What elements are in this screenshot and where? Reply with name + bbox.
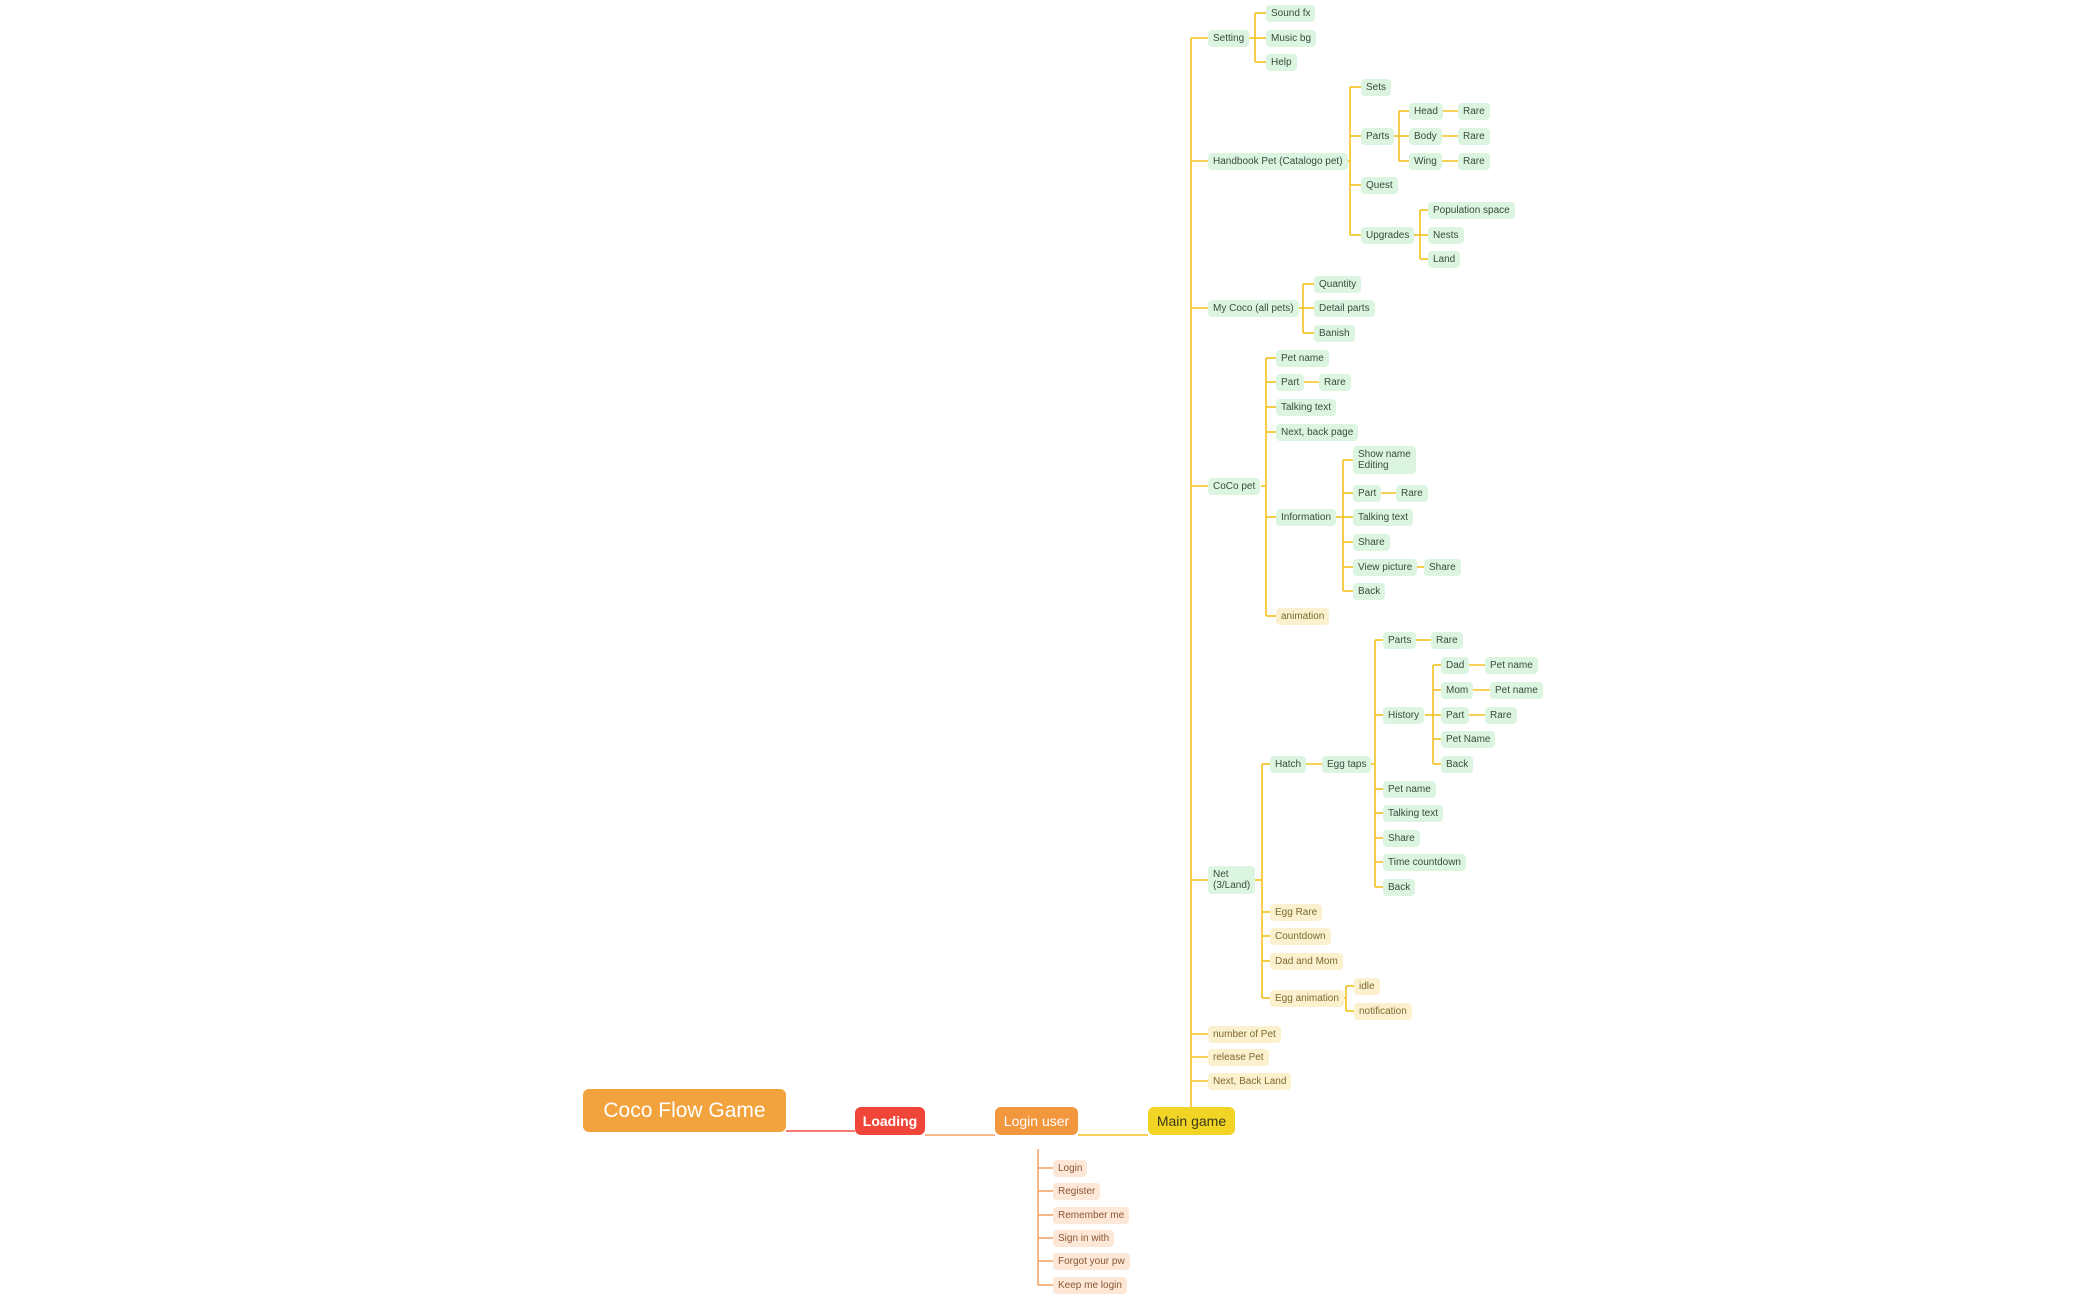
- dad-pet-name-node[interactable]: Pet name: [1485, 656, 1538, 674]
- mom-node[interactable]: Mom: [1441, 681, 1474, 699]
- nests-node[interactable]: Nests: [1428, 226, 1464, 244]
- forgot-pw-item[interactable]: Forgot your pw: [1053, 1252, 1130, 1270]
- history-back-node[interactable]: Back: [1441, 755, 1474, 773]
- detail-parts-node[interactable]: Detail parts: [1314, 299, 1375, 317]
- history-part-node[interactable]: Part: [1441, 706, 1470, 724]
- quest-node[interactable]: Quest: [1361, 176, 1398, 194]
- population-space-node[interactable]: Population space: [1428, 201, 1515, 219]
- history-pet-name-node[interactable]: Pet Name: [1441, 730, 1496, 748]
- connector-lines: [786, 12, 1490, 1286]
- wing-node[interactable]: Wing: [1409, 152, 1442, 170]
- dad-and-mom-node[interactable]: Dad and Mom: [1270, 952, 1343, 970]
- net-node[interactable]: Net (3/Land): [1208, 866, 1256, 894]
- login-user-node[interactable]: Login user: [995, 1107, 1078, 1135]
- body-rare-node[interactable]: Rare: [1458, 127, 1490, 145]
- head-node[interactable]: Head: [1409, 102, 1443, 120]
- dad-node[interactable]: Dad: [1441, 656, 1470, 674]
- egg-share-node[interactable]: Share: [1383, 829, 1420, 847]
- coco-talking-text-node[interactable]: Talking text: [1276, 398, 1337, 416]
- egg-back-node[interactable]: Back: [1383, 878, 1416, 896]
- next-back-land-node[interactable]: Next, Back Land: [1208, 1072, 1292, 1090]
- keep-me-login-item[interactable]: Keep me login: [1053, 1276, 1127, 1294]
- animation-node[interactable]: animation: [1276, 607, 1330, 625]
- head-rare-node[interactable]: Rare: [1458, 102, 1490, 120]
- hatch-node[interactable]: Hatch: [1270, 755, 1307, 773]
- sound-fx-node[interactable]: Sound fx: [1266, 4, 1316, 22]
- land-node[interactable]: Land: [1428, 250, 1461, 268]
- body-node[interactable]: Body: [1409, 127, 1442, 145]
- remember-me-item[interactable]: Remember me: [1053, 1206, 1130, 1224]
- coco-next-back-page-node[interactable]: Next, back page: [1276, 423, 1359, 441]
- parts-node[interactable]: Parts: [1361, 127, 1395, 145]
- music-bg-node[interactable]: Music bg: [1266, 29, 1317, 47]
- egg-taps-node[interactable]: Egg taps: [1322, 755, 1372, 773]
- hatch-parts-node[interactable]: Parts: [1383, 631, 1417, 649]
- view-picture-share-node[interactable]: Share: [1424, 558, 1461, 576]
- info-share-node[interactable]: Share: [1353, 533, 1390, 551]
- egg-talking-text-node[interactable]: Talking text: [1383, 804, 1444, 822]
- time-countdown-node[interactable]: Time countdown: [1383, 853, 1466, 871]
- info-talking-text-node[interactable]: Talking text: [1353, 508, 1414, 526]
- hatch-parts-rare-node[interactable]: Rare: [1431, 631, 1463, 649]
- countdown-node[interactable]: Countdown: [1270, 927, 1331, 945]
- info-part-rare-node[interactable]: Rare: [1396, 484, 1428, 502]
- setting-node[interactable]: Setting: [1208, 29, 1250, 47]
- sign-in-with-item[interactable]: Sign in with: [1053, 1229, 1115, 1247]
- sets-node[interactable]: Sets: [1361, 78, 1392, 96]
- wing-rare-node[interactable]: Rare: [1458, 152, 1490, 170]
- my-coco-node[interactable]: My Coco (all pets): [1208, 299, 1299, 317]
- show-name-editing-node[interactable]: Show name Editing: [1353, 446, 1416, 474]
- coco-part-rare-node[interactable]: Rare: [1319, 373, 1351, 391]
- info-back-node[interactable]: Back: [1353, 582, 1386, 600]
- handbook-node[interactable]: Handbook Pet (Catalogo pet): [1208, 152, 1348, 170]
- information-node[interactable]: Information: [1276, 508, 1337, 526]
- view-picture-node[interactable]: View picture: [1353, 558, 1418, 576]
- register-item[interactable]: Register: [1053, 1182, 1101, 1200]
- mom-pet-name-node[interactable]: Pet name: [1490, 681, 1543, 699]
- coco-pet-name-node[interactable]: Pet name: [1276, 349, 1329, 367]
- release-pet-node[interactable]: release Pet: [1208, 1048, 1269, 1066]
- history-node[interactable]: History: [1383, 706, 1425, 724]
- help-node[interactable]: Help: [1266, 53, 1297, 71]
- number-of-pet-node[interactable]: number of Pet: [1208, 1025, 1281, 1043]
- login-item[interactable]: Login: [1053, 1159, 1088, 1177]
- notification-node[interactable]: notification: [1354, 1002, 1412, 1020]
- egg-pet-name-node[interactable]: Pet name: [1383, 780, 1436, 798]
- idle-node[interactable]: idle: [1354, 977, 1380, 995]
- info-part-node[interactable]: Part: [1353, 484, 1382, 502]
- coco-part-node[interactable]: Part: [1276, 373, 1305, 391]
- egg-rare-node[interactable]: Egg Rare: [1270, 903, 1323, 921]
- history-part-rare-node[interactable]: Rare: [1485, 706, 1517, 724]
- main-game-node[interactable]: Main game: [1148, 1107, 1235, 1135]
- loading-node[interactable]: Loading: [855, 1107, 925, 1135]
- banish-node[interactable]: Banish: [1314, 324, 1355, 342]
- root-node[interactable]: Coco Flow Game: [583, 1088, 786, 1132]
- upgrades-node[interactable]: Upgrades: [1361, 226, 1415, 244]
- coco-pet-node[interactable]: CoCo pet: [1208, 477, 1261, 495]
- quantity-node[interactable]: Quantity: [1314, 275, 1362, 293]
- egg-animation-node[interactable]: Egg animation: [1270, 989, 1344, 1007]
